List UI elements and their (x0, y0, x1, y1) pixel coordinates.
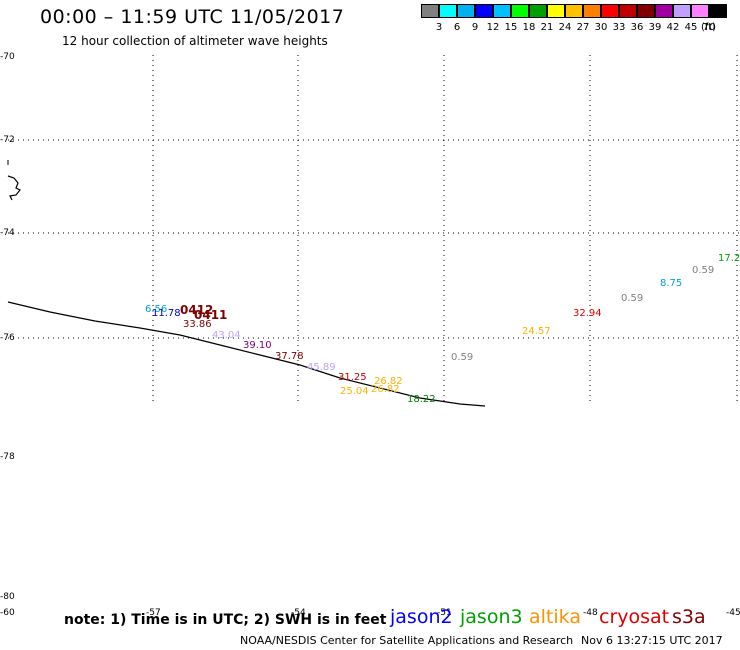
footer-credit: NOAA/NESDIS Center for Satellite Applica… (240, 634, 574, 647)
legend-swatch (583, 4, 601, 18)
wave-height-label: 39.10 (243, 340, 272, 351)
legend-label: 9 (471, 22, 479, 33)
legend-label: 21 (540, 22, 554, 33)
wave-height-label: 6.56 (145, 304, 167, 315)
wave-height-label: 25.04 (340, 386, 369, 397)
lat-label: -74 (0, 228, 15, 238)
wave-height-label: 31.25 (338, 372, 367, 383)
satellite-altika: altika (529, 606, 581, 628)
track-id-label: 0411 (194, 308, 228, 322)
legend-swatch (493, 4, 511, 18)
legend-label: 70 (702, 22, 716, 33)
legend-label: 42 (666, 22, 680, 33)
legend-swatch (529, 4, 547, 18)
legend-swatch (439, 4, 457, 18)
satellite-jason2: jason2 (390, 606, 453, 628)
units-note: note: 1) Time is in UTC; 2) SWH is in fe… (64, 612, 387, 628)
satellite-s3a: s3a (672, 606, 706, 628)
legend-label: 30 (594, 22, 608, 33)
legend-label: 36 (630, 22, 644, 33)
legend-label: 39 (648, 22, 662, 33)
wave-height-label: 11.78 (152, 308, 181, 319)
legend-swatch (655, 4, 673, 18)
wave-height-label: 18.22 (407, 394, 436, 405)
legend-label: 15 (504, 22, 518, 33)
legend-swatch (637, 4, 655, 18)
wave-height-label: 33.86 (183, 319, 212, 330)
legend-swatch (547, 4, 565, 18)
map-title: 00:00 – 11:59 UTC 11/05/2017 (40, 6, 345, 28)
legend-label: 33 (612, 22, 626, 33)
island-outline (7, 175, 21, 201)
satellite-cryosat: cryosat (599, 606, 670, 628)
lon-label: -48 (583, 608, 598, 618)
legend-swatch (457, 4, 475, 18)
legend-swatch (601, 4, 619, 18)
legend-label: 24 (558, 22, 572, 33)
lat-label: -72 (0, 135, 15, 145)
legend-units: (ft) (701, 22, 717, 33)
legend-swatch (511, 4, 529, 18)
wave-height-label: 17.2 (718, 253, 740, 264)
wave-height-label: 43.04 (212, 330, 241, 341)
wave-height-label: 0.59 (621, 293, 643, 304)
legend-swatch (691, 4, 709, 18)
wave-height-label: 8.75 (660, 278, 682, 289)
map-subtitle: 12 hour collection of altimeter wave hei… (62, 34, 328, 48)
wave-height-label: 0.59 (692, 265, 714, 276)
legend-swatch (475, 4, 493, 18)
legend-swatch (421, 4, 439, 18)
legend-label: 3 (435, 22, 443, 33)
lat-label: -70 (0, 52, 15, 62)
legend-label: 45 (684, 22, 698, 33)
lon-label: -57 (146, 608, 161, 618)
wave-height-label: 37.78 (275, 351, 304, 362)
coastline (7, 301, 486, 407)
satellite-jason3: jason3 (460, 606, 523, 628)
legend-label: 12 (486, 22, 500, 33)
legend-label: 18 (522, 22, 536, 33)
legend-swatch (565, 4, 583, 18)
lat-label: -80 (0, 592, 15, 602)
lon-label: -45 (726, 608, 740, 618)
wave-height-label: 24.57 (522, 326, 551, 337)
wave-height-label: 45.89 (307, 362, 336, 373)
wave-height-label: 26.82 (374, 376, 403, 387)
legend-swatch (673, 4, 691, 18)
legend-swatch (619, 4, 637, 18)
lat-label: -76 (0, 333, 15, 343)
lon-label: -54 (291, 608, 306, 618)
wave-height-label: 0.59 (451, 352, 473, 363)
lon-label: -60 (0, 608, 15, 618)
track-id-label: 0412 (180, 303, 214, 317)
lat-label: -78 (0, 452, 15, 462)
legend-swatch (709, 4, 727, 18)
legend-label: 6 (453, 22, 461, 33)
wave-height-label: 26.82 (371, 384, 400, 395)
lon-label: -51 (437, 608, 452, 618)
footer-timestamp: Nov 6 13:27:15 UTC 2017 (581, 634, 723, 647)
wave-height-label: 32.94 (573, 308, 602, 319)
legend-label: 27 (576, 22, 590, 33)
map-grid (8, 55, 740, 405)
